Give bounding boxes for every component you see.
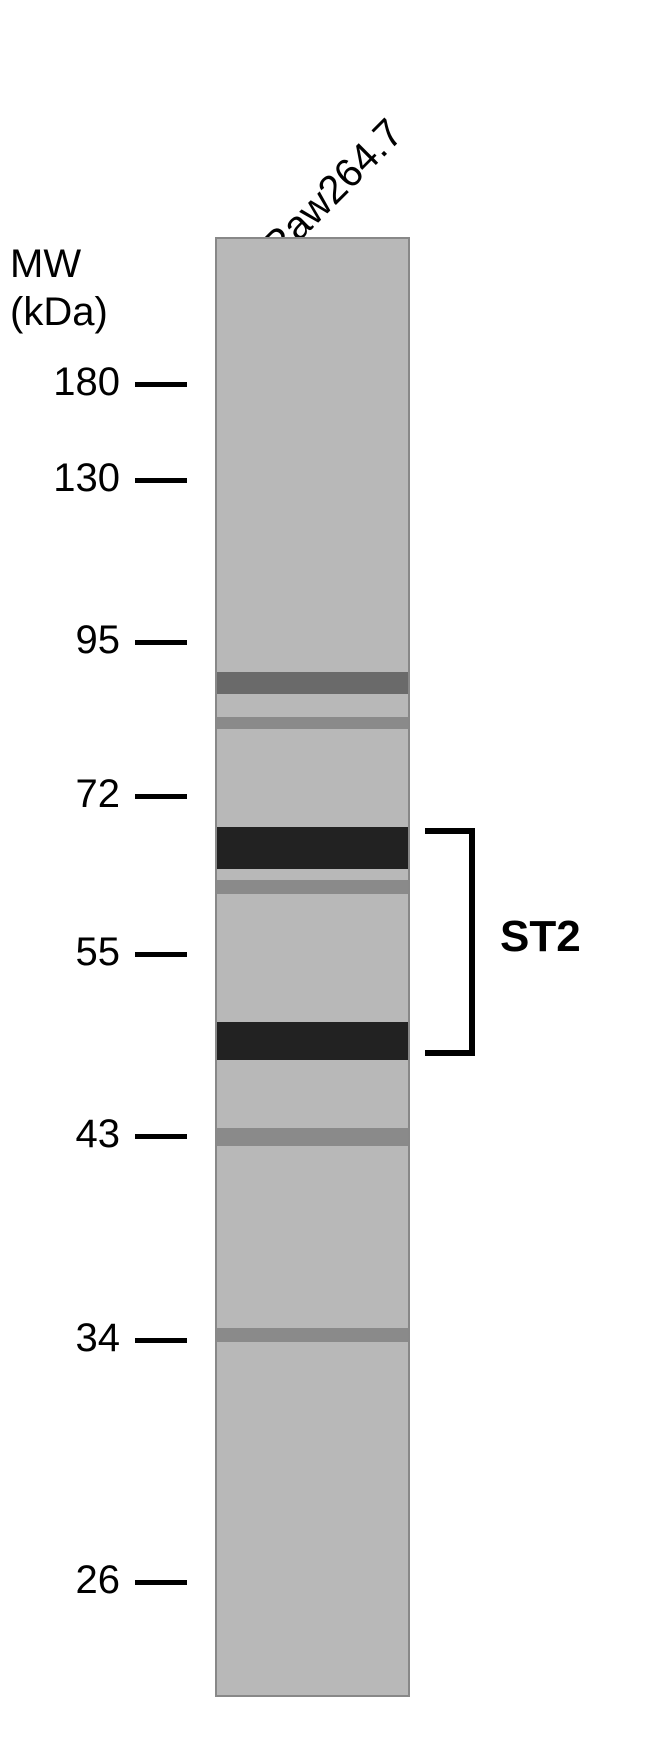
mw-header: MW (kDa) <box>10 240 108 336</box>
band <box>217 827 408 869</box>
band <box>217 672 408 694</box>
western-blot-figure: Raw264.7 MW (kDa) 180 130 95 72 55 43 34… <box>0 0 650 1744</box>
marker-72: 72 <box>38 772 120 817</box>
marker-130: 130 <box>38 456 120 501</box>
bracket-right <box>469 828 475 1056</box>
marker-tick <box>135 1338 187 1343</box>
marker-tick <box>135 382 187 387</box>
band <box>217 1128 408 1146</box>
blot-lane <box>215 237 410 1697</box>
target-label: ST2 <box>500 912 581 962</box>
mw-line2: (kDa) <box>10 290 108 334</box>
band <box>217 880 408 894</box>
bracket-bottom <box>425 1050 475 1056</box>
marker-tick <box>135 640 187 645</box>
marker-95: 95 <box>38 618 120 663</box>
band <box>217 717 408 729</box>
marker-tick <box>135 1580 187 1585</box>
band <box>217 1022 408 1060</box>
mw-line1: MW <box>10 242 81 286</box>
band <box>217 1328 408 1342</box>
marker-34: 34 <box>38 1316 120 1361</box>
marker-tick <box>135 794 187 799</box>
marker-tick <box>135 1134 187 1139</box>
marker-26: 26 <box>38 1558 120 1603</box>
marker-tick <box>135 478 187 483</box>
marker-43: 43 <box>38 1112 120 1157</box>
marker-180: 180 <box>38 360 120 405</box>
bracket-top <box>425 828 475 834</box>
marker-55: 55 <box>38 930 120 975</box>
marker-tick <box>135 952 187 957</box>
